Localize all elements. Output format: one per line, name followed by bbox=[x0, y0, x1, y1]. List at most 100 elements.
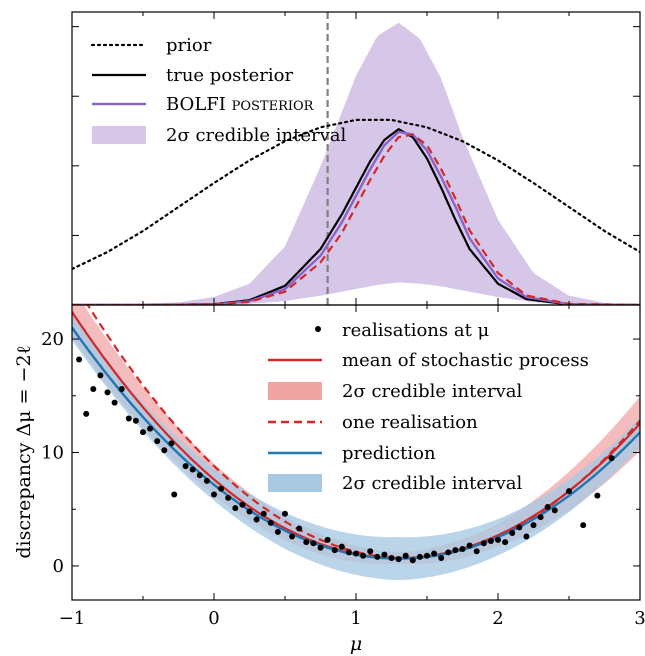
y-tick-label: 20 bbox=[41, 329, 64, 350]
realisation-point bbox=[509, 530, 516, 537]
realisation-point bbox=[495, 536, 501, 543]
realisation-point bbox=[196, 472, 203, 479]
legend-band-label: 2σ credible interval bbox=[166, 125, 346, 146]
realisation-point bbox=[338, 543, 345, 550]
realisation-point bbox=[253, 516, 260, 523]
realisation-point bbox=[76, 356, 83, 363]
legend-true-label: true posterior bbox=[166, 65, 293, 86]
realisation-point bbox=[218, 485, 225, 492]
top-legend: prior true posterior BOLFI posterior 2σ … bbox=[90, 35, 346, 146]
realisation-point bbox=[580, 522, 587, 529]
legend-prior-label: prior bbox=[166, 35, 212, 56]
legend-mean-label: mean of stochastic process bbox=[342, 350, 589, 371]
realisation-point bbox=[416, 553, 423, 560]
realisation-point bbox=[147, 425, 154, 432]
realisation-point bbox=[402, 552, 409, 559]
realisation-point bbox=[203, 477, 210, 484]
realisation-point bbox=[97, 372, 104, 379]
legend-mean-band-swatch bbox=[268, 382, 322, 400]
x-axis-label: μ bbox=[350, 633, 362, 655]
realisation-point bbox=[360, 552, 367, 559]
realisation-point bbox=[83, 410, 90, 417]
legend-one-label: one realisation bbox=[342, 412, 478, 433]
legend-band-swatch bbox=[92, 126, 146, 144]
realisation-point bbox=[566, 488, 572, 495]
realisation-point bbox=[182, 463, 189, 470]
realisation-point bbox=[260, 510, 267, 517]
realisation-point bbox=[132, 417, 139, 424]
bottom-ticks: −1 0 1 2 3 0 10 20 bbox=[41, 305, 645, 629]
realisation-point bbox=[118, 385, 125, 392]
realisation-point bbox=[388, 555, 395, 562]
realisation-point bbox=[452, 547, 459, 554]
realisation-point bbox=[317, 544, 324, 551]
legend-points-label: realisations at μ bbox=[342, 320, 490, 341]
legend-prediction-label: prediction bbox=[342, 443, 436, 464]
realisation-point bbox=[331, 547, 338, 554]
realisation-point bbox=[608, 455, 615, 462]
realisation-point bbox=[395, 556, 402, 563]
bottom-legend: realisations at μ mean of stochastic pro… bbox=[268, 320, 589, 494]
x-tick-label: 0 bbox=[208, 608, 219, 629]
prediction-credible-band bbox=[72, 315, 640, 581]
realisation-point bbox=[445, 549, 452, 556]
realisation-point bbox=[537, 514, 544, 521]
realisation-point bbox=[310, 540, 317, 547]
realisation-point bbox=[140, 429, 146, 436]
y-tick-label: 0 bbox=[53, 556, 64, 577]
realisation-point bbox=[544, 503, 551, 510]
realisation-point bbox=[459, 545, 466, 552]
realisation-point bbox=[353, 550, 359, 557]
realisation-point bbox=[424, 552, 430, 559]
realisation-point bbox=[296, 525, 303, 532]
realisation-point bbox=[246, 508, 253, 515]
realisation-point bbox=[282, 510, 288, 517]
realisation-point bbox=[487, 538, 494, 544]
realisation-point bbox=[374, 553, 381, 560]
realisation-point bbox=[303, 539, 310, 546]
realisation-point bbox=[502, 539, 509, 546]
legend-bolfi-label: BOLFI posterior bbox=[166, 94, 315, 115]
bottom-panel: −1 0 1 2 3 0 10 20 realisations at μ mean of st… bbox=[13, 304, 645, 655]
realisation-point bbox=[104, 389, 111, 396]
legend-mean-band-label: 2σ credible interval bbox=[342, 381, 522, 402]
realisation-point bbox=[480, 540, 487, 547]
realisation-point bbox=[171, 491, 178, 498]
realisation-point bbox=[473, 548, 480, 555]
legend-prediction-band-label: 2σ credible interval bbox=[342, 473, 522, 494]
legend-points-swatch bbox=[315, 326, 321, 332]
x-tick-label: −1 bbox=[59, 608, 86, 629]
realisation-point bbox=[90, 385, 97, 392]
realisation-point bbox=[516, 524, 523, 531]
realisation-point bbox=[111, 399, 118, 406]
realisation-point bbox=[530, 522, 537, 529]
realisation-point bbox=[523, 533, 530, 540]
legend-prediction-band-swatch bbox=[268, 474, 322, 492]
realisation-point bbox=[267, 519, 274, 526]
realisation-point bbox=[345, 549, 352, 556]
y-axis-label: discrepancy Δμ = −2ℓ bbox=[13, 345, 35, 558]
realisation-point bbox=[289, 533, 296, 540]
bolfi-credible-band bbox=[72, 22, 640, 305]
x-tick-label: 3 bbox=[634, 608, 645, 629]
realisation-point bbox=[154, 438, 161, 445]
realisation-point bbox=[551, 507, 558, 514]
y-tick-label: 10 bbox=[41, 443, 64, 464]
realisation-point bbox=[438, 555, 445, 562]
realisation-point bbox=[324, 536, 331, 543]
realisation-point bbox=[274, 528, 281, 535]
realisation-point bbox=[409, 557, 416, 564]
realisation-point bbox=[239, 501, 246, 508]
realisation-point bbox=[431, 550, 438, 557]
x-tick-label: 2 bbox=[492, 608, 503, 629]
realisation-point bbox=[168, 440, 175, 447]
realisation-point bbox=[367, 548, 374, 555]
realisation-point bbox=[225, 494, 232, 501]
realisation-point bbox=[594, 492, 601, 499]
realisation-point bbox=[466, 542, 473, 549]
realisation-point bbox=[125, 415, 132, 422]
realisation-point bbox=[189, 466, 196, 473]
top-panel: prior true posterior BOLFI posterior 2σ … bbox=[71, 11, 641, 306]
realisation-points bbox=[76, 356, 615, 564]
